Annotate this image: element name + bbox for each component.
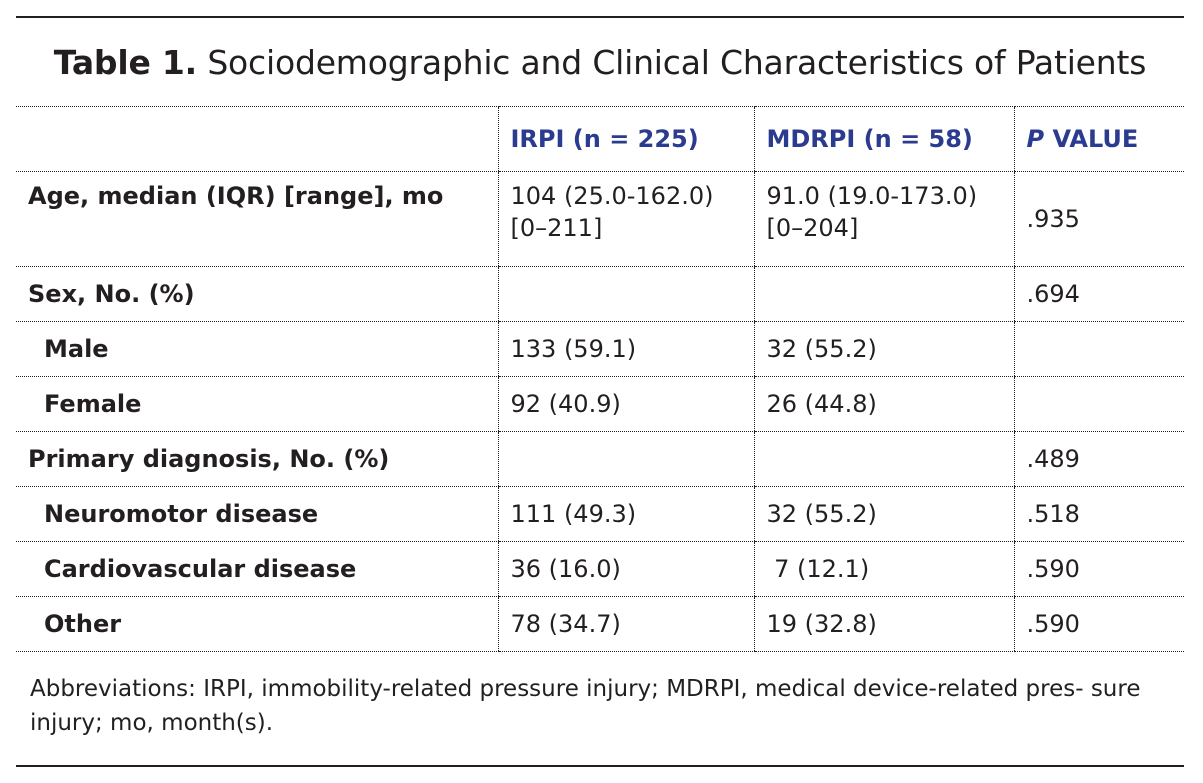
header-p-letter: P bbox=[1026, 125, 1045, 153]
mdrpi-cell: 32 (55.2) bbox=[753, 321, 1014, 377]
bottom-rule bbox=[16, 765, 1184, 767]
irpi-cell: 36 (16.0) bbox=[497, 541, 754, 597]
table-row: Neuromotor disease 111 (49.3) 32 (55.2) … bbox=[16, 486, 1184, 542]
table-row: Primary diagnosis, No. (%) .489 bbox=[16, 431, 1184, 487]
row-label: Neuromotor disease bbox=[16, 486, 498, 542]
mdrpi-cell bbox=[753, 266, 1014, 322]
header-value-word: VALUE bbox=[1052, 125, 1139, 153]
p-value-cell: .694 bbox=[1013, 266, 1184, 322]
mdrpi-range: [0–204] bbox=[766, 214, 859, 242]
irpi-cell bbox=[497, 431, 754, 487]
mdrpi-cell: 91.0 (19.0-173.0) [0–204] bbox=[753, 171, 1014, 267]
row-label: Male bbox=[16, 321, 498, 377]
header-p-value: P VALUE bbox=[1013, 106, 1184, 172]
row-label: Cardiovascular disease bbox=[16, 541, 498, 597]
table-title: Table 1. Sociodemographic and Clinical C… bbox=[16, 40, 1184, 86]
row-label: Female bbox=[16, 376, 498, 432]
mdrpi-median: 91.0 (19.0-173.0) bbox=[766, 182, 978, 210]
table-footnote: Abbreviations: IRPI, immobility-related … bbox=[30, 676, 1141, 736]
irpi-range: [0–211] bbox=[510, 214, 603, 242]
table-row: Cardiovascular disease 36 (16.0) 7 (12.1… bbox=[16, 541, 1184, 597]
header-mdrpi: MDRPI (n = 58) bbox=[753, 106, 1014, 172]
p-value-cell: .590 bbox=[1013, 596, 1184, 652]
row-label: Age, median (IQR) [range], mo bbox=[16, 171, 498, 267]
mdrpi-cell: 19 (32.8) bbox=[753, 596, 1014, 652]
mdrpi-cell bbox=[753, 431, 1014, 487]
irpi-median: 104 (25.0-162.0) bbox=[510, 182, 714, 210]
header-blank bbox=[16, 106, 498, 172]
header-irpi: IRPI (n = 225) bbox=[497, 106, 754, 172]
characteristics-table: IRPI (n = 225) MDRPI (n = 58) P VALUE Ag… bbox=[16, 106, 1184, 652]
p-value-cell: .590 bbox=[1013, 541, 1184, 597]
table-row: Other 78 (34.7) 19 (32.8) .590 bbox=[16, 596, 1184, 652]
mdrpi-cell: 7 (12.1) bbox=[753, 541, 1014, 597]
irpi-cell: 92 (40.9) bbox=[497, 376, 754, 432]
top-rule bbox=[16, 16, 1184, 18]
p-value-cell: .935 bbox=[1013, 171, 1184, 267]
irpi-cell: 104 (25.0-162.0) [0–211] bbox=[497, 171, 754, 267]
irpi-cell bbox=[497, 266, 754, 322]
table-row: Age, median (IQR) [range], mo 104 (25.0-… bbox=[16, 171, 1184, 267]
table-row: Male 133 (59.1) 32 (55.2) bbox=[16, 321, 1184, 377]
table-header-row: IRPI (n = 225) MDRPI (n = 58) P VALUE bbox=[16, 106, 1184, 172]
table-caption: Sociodemographic and Clinical Characteri… bbox=[207, 43, 1147, 82]
irpi-cell: 78 (34.7) bbox=[497, 596, 754, 652]
irpi-cell: 111 (49.3) bbox=[497, 486, 754, 542]
p-value-cell bbox=[1013, 321, 1184, 377]
row-label: Primary diagnosis, No. (%) bbox=[16, 431, 498, 487]
irpi-cell: 133 (59.1) bbox=[497, 321, 754, 377]
p-value-cell: .518 bbox=[1013, 486, 1184, 542]
row-label: Sex, No. (%) bbox=[16, 266, 498, 322]
p-value-cell: .489 bbox=[1013, 431, 1184, 487]
row-label: Other bbox=[16, 596, 498, 652]
table-row: Sex, No. (%) .694 bbox=[16, 266, 1184, 322]
p-value-cell bbox=[1013, 376, 1184, 432]
mdrpi-cell: 32 (55.2) bbox=[753, 486, 1014, 542]
table-number: Table 1. bbox=[53, 43, 198, 82]
mdrpi-cell: 26 (44.8) bbox=[753, 376, 1014, 432]
table-row: Female 92 (40.9) 26 (44.8) bbox=[16, 376, 1184, 432]
